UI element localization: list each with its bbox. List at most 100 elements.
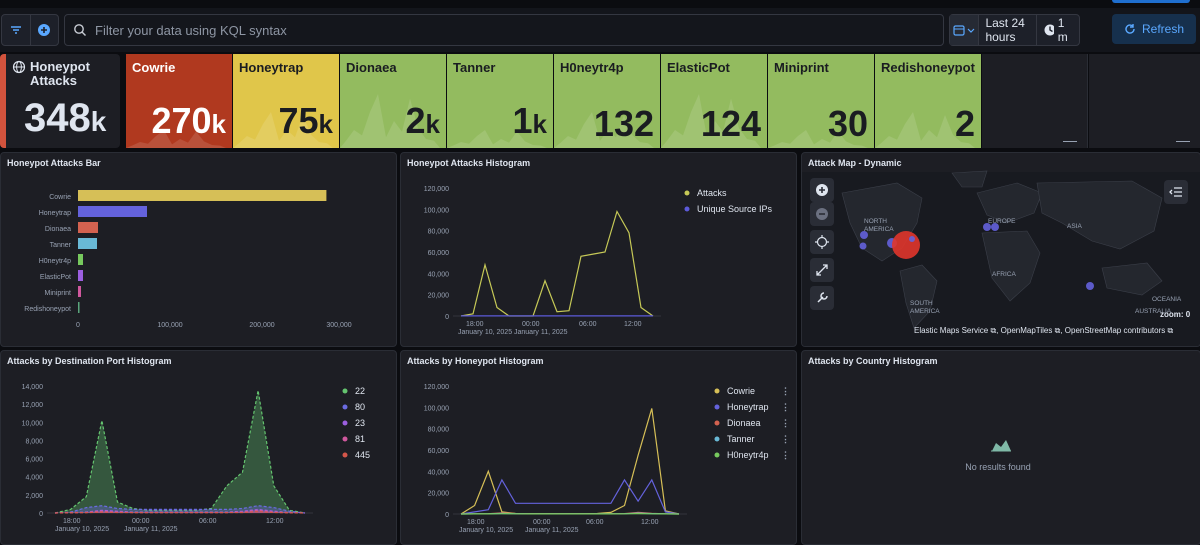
- y-tick-label: 80,000: [428, 427, 450, 434]
- x-tick-label: 18:00: [467, 519, 485, 526]
- tools-button[interactable]: [810, 286, 834, 310]
- legend-label: 81: [355, 434, 365, 444]
- attack-marker: [1086, 282, 1094, 290]
- map-region-label: OCEANIA: [1152, 296, 1182, 303]
- add-filter-button[interactable]: [29, 15, 59, 45]
- sparkline-area: [447, 130, 547, 148]
- legend-label: Dionaea: [727, 418, 761, 428]
- filter-menu-button[interactable]: [2, 15, 30, 45]
- legend-dot: [342, 420, 348, 426]
- metric-sparkline: [768, 130, 868, 148]
- metric-number: 1: [512, 100, 533, 141]
- map-landmass: [1036, 180, 1163, 250]
- legend-label: 22: [355, 386, 365, 396]
- time-range-label[interactable]: Last 24 hours: [985, 16, 1025, 44]
- metric-tile-honeytrap[interactable]: Honeytrap 75k: [233, 54, 339, 148]
- map-landmass: [1101, 262, 1163, 296]
- fullscreen-button[interactable]: [810, 258, 834, 282]
- query-bar: Last 24 hours 1 m Refresh: [0, 8, 1200, 52]
- layer-control-button[interactable]: [1164, 180, 1188, 204]
- attack-marker: [859, 242, 867, 250]
- filter-controls: [1, 14, 59, 46]
- bar-redishoneypot: [78, 302, 80, 313]
- refresh-interval[interactable]: 1 m: [1035, 15, 1079, 45]
- legend-label: 80: [355, 402, 365, 412]
- legend-dot: [714, 404, 720, 410]
- y-tick-label: 40,000: [428, 469, 450, 476]
- legend-action-icon: ⋮: [781, 434, 790, 444]
- sparkline-area: [661, 94, 761, 148]
- attribution-link[interactable]: Elastic Maps Service: [914, 326, 989, 335]
- legend-dot: [342, 388, 348, 394]
- bar-dionaea: [78, 222, 98, 233]
- metric-tile-value: 124: [701, 106, 761, 142]
- expand-icon: [816, 264, 828, 276]
- metric-tile-miniprint[interactable]: Miniprint 30: [768, 54, 874, 148]
- metric-tile-tanner[interactable]: Tanner 1k: [447, 54, 553, 148]
- search-bar: [64, 14, 944, 46]
- bar-category-label: H0neytr4p: [39, 258, 71, 265]
- y-tick-label: 20,000: [428, 491, 450, 498]
- port-histogram-chart: 14,000 12,000 10,000 8,000 6,000 4,000 2,000 0 1…: [22, 384, 370, 533]
- x-tick-label: 06:00: [586, 519, 604, 526]
- y-tick-label: 6,000: [25, 457, 43, 464]
- zoom-out-button[interactable]: [810, 202, 834, 226]
- kql-search-input[interactable]: [93, 21, 917, 39]
- y-tick-label: 100,000: [424, 405, 449, 412]
- metric-tile-h0neytr4p[interactable]: H0neytr4p 132: [554, 54, 660, 148]
- y-tick-label: 100,000: [424, 207, 449, 214]
- metric-tile-elasticpot[interactable]: ElasticPot 124: [661, 54, 767, 148]
- metric-number: 30: [827, 103, 868, 144]
- honeypot-histogram-chart: 120,000 100,000 80,000 60,000 40,000 20,000 0 1…: [424, 384, 790, 534]
- x-date-label: January 10, 2025: [55, 526, 109, 533]
- bar-cowrie: [78, 190, 327, 201]
- metric-tile-cowrie[interactable]: Cowrie 270k: [126, 54, 232, 148]
- y-tick-label: 12,000: [22, 402, 44, 409]
- minus-circle-icon: [816, 208, 828, 220]
- series-line-80: [54, 505, 306, 514]
- attack-marker: [892, 231, 920, 259]
- zoom-in-button[interactable]: [810, 178, 834, 202]
- attribution-link[interactable]: OpenMapTiles: [1000, 326, 1053, 335]
- legend-dot: [714, 388, 720, 394]
- bar-category-label: Dionaea: [45, 226, 71, 233]
- x-tick-label: 18:00: [466, 321, 484, 328]
- metric-number: 270: [151, 100, 212, 141]
- attribution-link[interactable]: OpenStreetMap contributors: [1064, 326, 1166, 335]
- metric-tile-value: 132: [594, 106, 654, 142]
- sparkline-area: [768, 130, 868, 148]
- refresh-button[interactable]: Refresh: [1112, 14, 1196, 44]
- metric-suffix: k: [532, 109, 547, 139]
- sparkline-area: [554, 112, 654, 148]
- map-region-label: NORTH: [864, 218, 887, 225]
- bar-category-label: ElasticPot: [40, 274, 71, 281]
- legend-label: Unique Source IPs: [697, 204, 773, 214]
- attacks-histogram-panel: Honeypot Attacks Histogram 120,000 100,00…: [400, 152, 797, 347]
- legend-label: Tanner: [727, 434, 755, 444]
- metric-sparkline: [875, 112, 975, 148]
- quick-select-button[interactable]: [950, 15, 980, 45]
- sparkline-area: [340, 94, 440, 148]
- x-tick-label: 100,000: [157, 322, 182, 329]
- attack-map[interactable]: NORTHAMERICASOUTHAMERICAEUROPEAFRICAASIA…: [802, 153, 1200, 346]
- refresh-icon: [1125, 24, 1135, 34]
- x-tick-label: 00:00: [522, 321, 540, 328]
- total-attacks-value: 348k: [24, 98, 106, 142]
- series-area-22: [55, 390, 305, 513]
- port-histogram-panel: Attacks by Destination Port Histogram 14…: [0, 350, 397, 545]
- legend-dot: [684, 190, 690, 196]
- legend-action-icon: ⋮: [781, 450, 790, 460]
- legend-label: 23: [355, 418, 365, 428]
- legend-action-icon: ⋮: [781, 386, 790, 396]
- panel-title: Attack Map - Dynamic: [808, 158, 902, 168]
- x-date-label: January 11, 2025: [124, 526, 178, 533]
- map-region-label: AFRICA: [992, 271, 1017, 278]
- x-tick-label: 0: [76, 322, 80, 329]
- metric-tile-value: 2: [955, 106, 975, 142]
- metric-tile-dionaea[interactable]: Dionaea 2k: [340, 54, 446, 148]
- wrench-icon: [817, 292, 828, 303]
- locate-button[interactable]: [810, 230, 834, 254]
- panel-title: Attacks by Honeypot Histogram: [407, 356, 544, 366]
- metric-tile-redishoneypot[interactable]: Redishoneypot 2: [875, 54, 981, 148]
- metric-tile-label: Cowrie: [132, 60, 176, 75]
